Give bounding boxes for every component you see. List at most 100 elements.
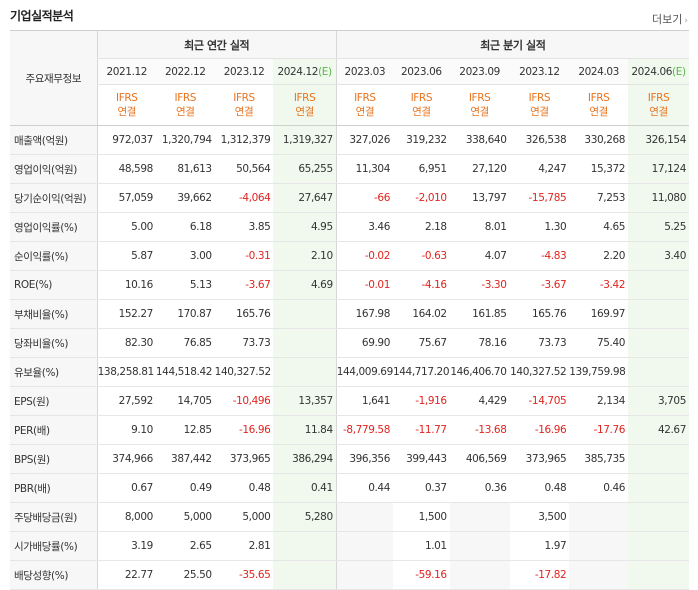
table-cell: 27,647 bbox=[273, 183, 337, 213]
table-cell bbox=[335, 531, 393, 561]
table-cell: 152.27 bbox=[96, 299, 156, 329]
table-cell: -3.30 bbox=[449, 270, 510, 300]
table-cell: 25.50 bbox=[155, 560, 215, 590]
table-cell: 5.87 bbox=[96, 241, 156, 271]
basis-standard: IFRS bbox=[468, 92, 491, 104]
period-header: 2023.12 bbox=[214, 58, 274, 85]
table-cell: -0.02 bbox=[335, 241, 393, 271]
table-cell: 42.67 bbox=[628, 415, 689, 445]
table-cell: 17,124 bbox=[628, 154, 689, 184]
table-cell: -3.67 bbox=[509, 270, 570, 300]
table-cell: 3.85 bbox=[214, 212, 274, 242]
table-cell: 27,120 bbox=[449, 154, 510, 184]
row-label: 당기순이익(억원) bbox=[10, 183, 98, 213]
table-cell: 4.07 bbox=[449, 241, 510, 271]
table-cell: 1.01 bbox=[392, 531, 450, 561]
table-cell: 73.73 bbox=[214, 328, 274, 358]
table-cell: -16.96 bbox=[214, 415, 274, 445]
table-cell: 82.30 bbox=[96, 328, 156, 358]
table-cell: -8,779.58 bbox=[335, 415, 393, 445]
table-cell: 2.10 bbox=[273, 241, 337, 271]
table-cell: 374,966 bbox=[96, 444, 156, 474]
table-cell: 8.01 bbox=[449, 212, 510, 242]
table-cell: 65,255 bbox=[273, 154, 337, 184]
row-label: PER(배) bbox=[10, 415, 98, 445]
row-label: 매출액(억원) bbox=[10, 125, 98, 155]
table-cell bbox=[628, 328, 689, 358]
accounting-basis: IFRS 연결 bbox=[335, 84, 393, 126]
table-cell: 165.76 bbox=[214, 299, 274, 329]
table-cell: 399,443 bbox=[392, 444, 450, 474]
annual-group-header: 최근 연간 실적 bbox=[96, 30, 337, 59]
table-cell: 0.46 bbox=[569, 473, 629, 503]
table-cell: 2.20 bbox=[569, 241, 629, 271]
table-cell: -4,064 bbox=[214, 183, 274, 213]
accounting-basis: IFRS 연결 bbox=[628, 84, 689, 126]
table-cell bbox=[273, 328, 337, 358]
table-cell: 5,000 bbox=[155, 502, 215, 532]
table-cell: 11.84 bbox=[273, 415, 337, 445]
table-cell: -59.16 bbox=[392, 560, 450, 590]
table-cell: -11.77 bbox=[392, 415, 450, 445]
table-cell bbox=[569, 560, 629, 590]
table-cell: -0.01 bbox=[335, 270, 393, 300]
table-cell: 326,538 bbox=[509, 125, 570, 155]
table-cell: 5.13 bbox=[155, 270, 215, 300]
table-cell: 1,319,327 bbox=[273, 125, 337, 155]
table-cell: 3.40 bbox=[628, 241, 689, 271]
table-cell: 6,951 bbox=[392, 154, 450, 184]
table-row: 영업이익(억원) 48,598 81,613 50,564 65,255 11,304 6,… bbox=[10, 154, 689, 184]
table-row: 순이익률(%) 5.87 3.00 -0.31 2.10 -0.02 -0.63 4.07 -4… bbox=[10, 241, 689, 271]
row-label: BPS(원) bbox=[10, 444, 98, 474]
table-cell: 1,500 bbox=[392, 502, 450, 532]
table-cell: -3.67 bbox=[214, 270, 274, 300]
table-cell: -1,916 bbox=[392, 386, 450, 416]
table-row: PBR(배) 0.67 0.49 0.48 0.41 0.44 0.37 0.36 0.48 0.… bbox=[10, 473, 689, 503]
basis-standard: IFRS bbox=[293, 92, 316, 104]
table-row: 당기순이익(억원) 57,059 39,662 -4,064 27,647 -66 -2,0… bbox=[10, 183, 689, 213]
table-cell: -35.65 bbox=[214, 560, 274, 590]
row-label: 당좌비율(%) bbox=[10, 328, 98, 358]
table-cell: 3.19 bbox=[96, 531, 156, 561]
table-cell: 4.69 bbox=[273, 270, 337, 300]
basis-standard: IFRS bbox=[647, 92, 670, 104]
table-cell bbox=[273, 531, 337, 561]
row-label: ROE(%) bbox=[10, 270, 98, 300]
table-cell: -17.82 bbox=[509, 560, 570, 590]
period-label: 2023.12 bbox=[223, 65, 265, 78]
basis-scope: 연결 bbox=[470, 106, 489, 118]
basis-scope: 연결 bbox=[117, 106, 137, 118]
table-cell bbox=[449, 531, 510, 561]
table-cell: 327,026 bbox=[335, 125, 393, 155]
accounting-basis: IFRS 연결 bbox=[509, 84, 570, 126]
table-cell: 167.98 bbox=[335, 299, 393, 329]
accounting-basis: IFRS 연결 bbox=[449, 84, 510, 126]
table-cell: 1.97 bbox=[509, 531, 570, 561]
period-label: 2023.09 bbox=[459, 65, 500, 78]
estimate-mark: (E) bbox=[672, 65, 686, 78]
table-cell: 11,304 bbox=[335, 154, 393, 184]
accounting-basis: IFRS 연결 bbox=[155, 84, 215, 126]
table-cell: 10.16 bbox=[96, 270, 156, 300]
period-label: 2023.06 bbox=[401, 65, 442, 78]
more-link[interactable]: 더보기 › bbox=[652, 11, 688, 27]
table-cell: 5.00 bbox=[96, 212, 156, 242]
table-cell: 5,280 bbox=[273, 502, 337, 532]
table-cell: 373,965 bbox=[214, 444, 274, 474]
table-cell: 50,564 bbox=[214, 154, 274, 184]
table-cell bbox=[628, 473, 689, 503]
table-cell: 76.85 bbox=[155, 328, 215, 358]
basis-scope: 연결 bbox=[355, 106, 375, 118]
table-cell: 0.67 bbox=[96, 473, 156, 503]
period-header: 2023.09 bbox=[449, 58, 510, 85]
basis-standard: IFRS bbox=[528, 92, 551, 104]
row-label: 영업이익률(%) bbox=[10, 212, 98, 242]
table-cell: -4.16 bbox=[392, 270, 450, 300]
table-cell: 0.48 bbox=[509, 473, 570, 503]
basis-standard: IFRS bbox=[174, 92, 197, 104]
table-row: 영업이익률(%) 5.00 6.18 3.85 4.95 3.46 2.18 8.01 1.30… bbox=[10, 212, 689, 242]
table-cell: 139,759.98 bbox=[569, 357, 629, 387]
table-cell bbox=[628, 531, 689, 561]
table-cell bbox=[335, 502, 393, 532]
corner-label: 주요재무정보 bbox=[10, 30, 98, 126]
